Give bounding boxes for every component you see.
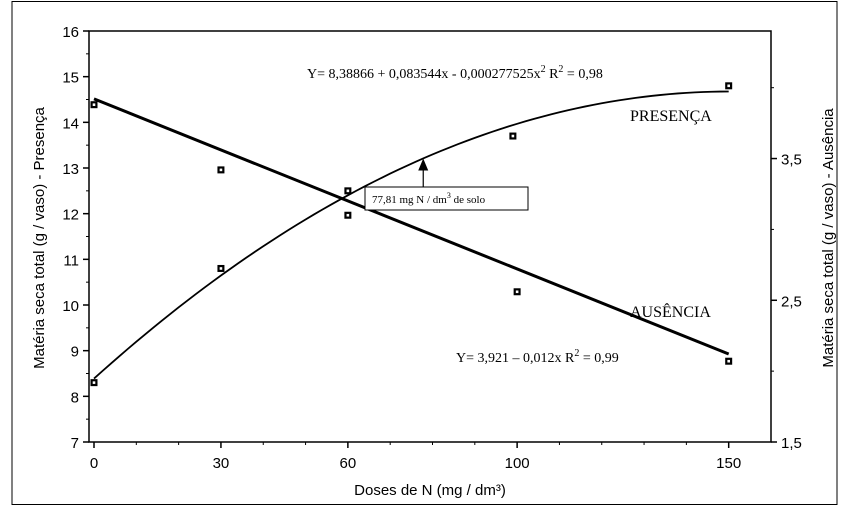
series-line-ausencia	[93, 97, 730, 356]
point-ausencia-center	[346, 213, 350, 217]
y-left-tick-label: 13	[62, 161, 79, 178]
y-right-tick-label: 1,5	[781, 435, 802, 452]
x-axis-label: Doses de N (mg / dm³)	[354, 482, 506, 499]
x-tick-label: 0	[90, 455, 98, 472]
outer-frame	[11, 1, 838, 505]
y-left-tick-label: 10	[62, 298, 79, 315]
point-ausencia-center	[219, 168, 223, 172]
x-tick-label: 60	[340, 455, 357, 472]
point-ausencia-center	[92, 103, 96, 106]
y-left-tick-label: 7	[71, 435, 79, 452]
point-presenca-center	[727, 84, 730, 88]
series-line-presenca	[93, 90, 729, 380]
point-presenca-center	[219, 267, 223, 270]
y-right-tick-label: 2,5	[781, 293, 802, 310]
y-left-tick-label: 11	[63, 252, 79, 269]
series-layer	[93, 90, 730, 380]
y-left-tick-label: 9	[71, 344, 79, 361]
y-axis-label-right: Matéria seca total (g / vaso) - Ausência	[820, 108, 837, 368]
x-tick-label: 150	[716, 455, 741, 472]
x-tick-label: 100	[505, 455, 530, 472]
y-left-tick-label: 12	[62, 207, 79, 224]
series-label-ausencia: AUSÊNCIA	[630, 302, 711, 321]
point-presenca-center	[92, 381, 96, 384]
plot-area-frame	[88, 30, 772, 443]
y-left-tick-label: 16	[62, 24, 79, 41]
y-left-tick-label: 15	[62, 70, 79, 87]
point-ausencia-center	[515, 290, 519, 294]
annotation-box	[364, 186, 529, 211]
point-ausencia-center	[727, 359, 730, 363]
x-tick-label: 30	[213, 455, 230, 472]
equation-presenca: Y= 8,38866 + 0,083544x - 0,000277525x2 R…	[307, 64, 603, 82]
y-right-tick-label: 3,5	[781, 152, 802, 169]
annotation-arrow-head	[418, 158, 429, 171]
point-presenca-center	[511, 134, 515, 138]
series-label-presenca: PRESENÇA	[630, 108, 712, 125]
axes: 0 30 60 100 150 7 8 9 10 11 12 13 14 15 16 1,5 2,5 3,5	[62, 24, 802, 472]
y-left-tick-label: 8	[71, 389, 79, 406]
marker-layer	[90, 82, 733, 387]
annotation-text: 77,81 mg N / dm3 de solo	[372, 191, 486, 206]
y-left-tick-label: 14	[62, 115, 79, 132]
y-axis-label-left: Matéria seca total (g / vaso) - Presença	[31, 106, 48, 368]
point-presenca-center	[346, 189, 350, 193]
equation-ausencia: Y= 3,921 – 0,012x R2 = 0,99	[456, 348, 619, 366]
